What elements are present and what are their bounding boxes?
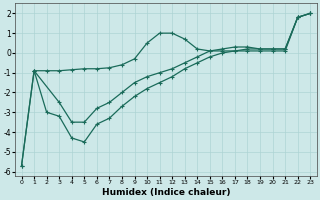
X-axis label: Humidex (Indice chaleur): Humidex (Indice chaleur) [102, 188, 230, 197]
